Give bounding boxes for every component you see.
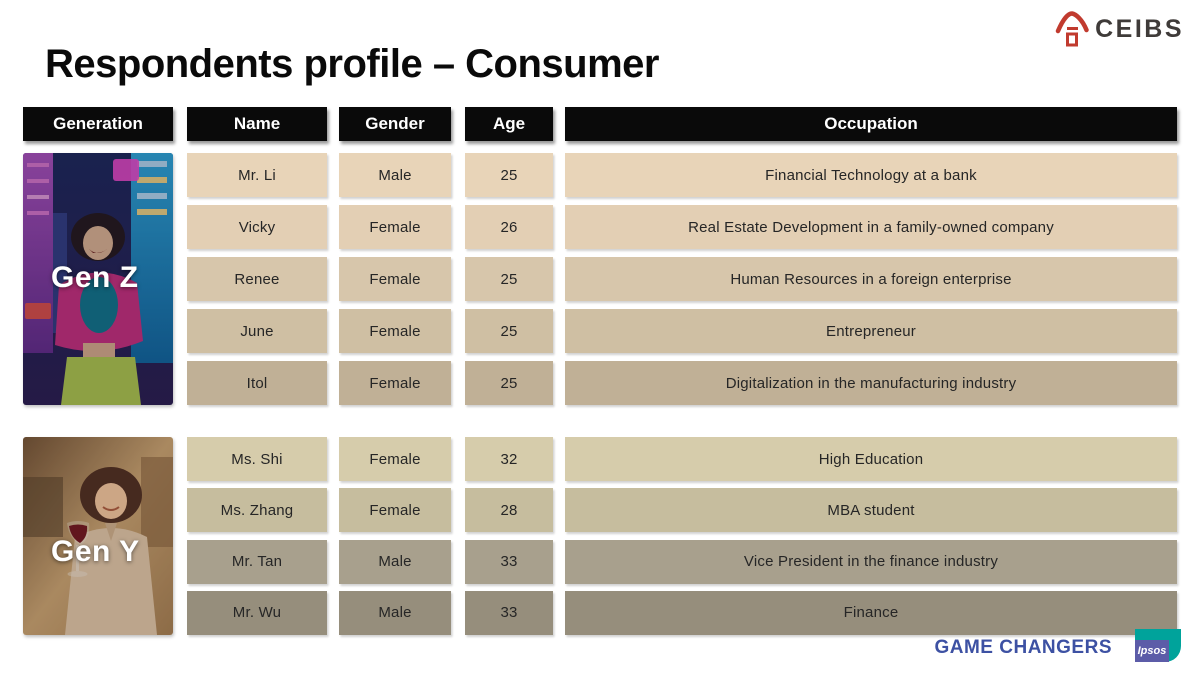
gen-y-label: Gen Y (51, 535, 140, 568)
cell-age: 28 (465, 488, 553, 533)
cell-occupation: Human Resources in a foreign enterprise (565, 257, 1177, 301)
cell-name: June (187, 309, 327, 353)
cell-name: Mr. Wu (187, 590, 327, 635)
cell-occupation: Entrepreneur (565, 309, 1177, 353)
cell-age: 26 (465, 205, 553, 249)
cell-name: Mr. Li (187, 153, 327, 197)
cell-age: 32 (465, 437, 553, 481)
header-name: Name (187, 107, 327, 141)
gen-y-rows: Ms. Shi Female 32 High Education Ms. Zha… (187, 437, 1177, 635)
cell-occupation: Finance (565, 590, 1177, 635)
cell-name: Renee (187, 257, 327, 301)
cell-gender: Male (339, 153, 451, 197)
cell-occupation: MBA student (565, 488, 1177, 533)
cell-name: Ms. Zhang (187, 488, 327, 533)
group-gen-z: Gen Z Mr. Li Male 25 Financial Technolog… (23, 153, 1177, 405)
ceibs-house-icon (1055, 11, 1089, 47)
table-row: Vicky Female 26 Real Estate Development … (187, 205, 1177, 249)
game-changers-tagline: GAME CHANGERS (934, 637, 1112, 658)
brand-name: CEIBS (1095, 14, 1184, 43)
cell-age: 33 (465, 539, 553, 584)
table-row: Mr. Tan Male 33 Vice President in the fi… (187, 539, 1177, 584)
cell-name: Mr. Tan (187, 539, 327, 584)
table-row: Mr. Li Male 25 Financial Technology at a… (187, 153, 1177, 197)
table-row: Renee Female 25 Human Resources in a for… (187, 257, 1177, 301)
gen-y-photo (23, 437, 173, 635)
cell-age: 25 (465, 361, 553, 405)
cell-gender: Female (339, 361, 451, 405)
cell-gender: Female (339, 309, 451, 353)
ipsos-logo-text: Ipsos (1135, 640, 1169, 662)
cell-name: Itol (187, 361, 327, 405)
cell-occupation: Financial Technology at a bank (565, 153, 1177, 197)
cell-age: 25 (465, 257, 553, 301)
woman-wine-illustration (23, 437, 173, 635)
gen-z-rows: Mr. Li Male 25 Financial Technology at a… (187, 153, 1177, 405)
group-gen-y: Gen Y Ms. Shi Female 32 High Education M… (23, 437, 1177, 635)
gen-z-photo (23, 153, 173, 405)
respondents-table: Generation Name Gender Age Occupation (23, 107, 1177, 635)
cell-gender: Female (339, 257, 451, 301)
header-gender: Gender (339, 107, 451, 141)
cell-age: 25 (465, 309, 553, 353)
cell-gender: Female (339, 437, 451, 481)
cell-occupation: Vice President in the finance industry (565, 539, 1177, 584)
ipsos-logo: Ipsos (1135, 629, 1181, 662)
cell-gender: Male (339, 590, 451, 635)
table-row: June Female 25 Entrepreneur (187, 309, 1177, 353)
page-title: Respondents profile – Consumer (45, 42, 659, 86)
cell-gender: Female (339, 205, 451, 249)
cell-name: Vicky (187, 205, 327, 249)
table-row: Ms. Zhang Female 28 MBA student (187, 488, 1177, 533)
ceibs-logo: CEIBS (1055, 10, 1184, 48)
cell-occupation: Digitalization in the manufacturing indu… (565, 361, 1177, 405)
header-age: Age (465, 107, 553, 141)
table-row: Ms. Shi Female 32 High Education (187, 437, 1177, 481)
gen-z-label: Gen Z (51, 261, 139, 294)
cell-occupation: High Education (565, 437, 1177, 481)
cell-age: 33 (465, 590, 553, 635)
cell-age: 25 (465, 153, 553, 197)
neon-city-illustration (23, 153, 173, 405)
cell-gender: Female (339, 488, 451, 533)
table-row: Mr. Wu Male 33 Finance (187, 590, 1177, 635)
header-occupation: Occupation (565, 107, 1177, 141)
cell-name: Ms. Shi (187, 437, 327, 481)
cell-gender: Male (339, 539, 451, 584)
table-row: Itol Female 25 Digitalization in the man… (187, 361, 1177, 405)
table-header-row: Generation Name Gender Age Occupation (23, 107, 1177, 141)
header-generation: Generation (23, 107, 173, 141)
cell-occupation: Real Estate Development in a family-owne… (565, 205, 1177, 249)
